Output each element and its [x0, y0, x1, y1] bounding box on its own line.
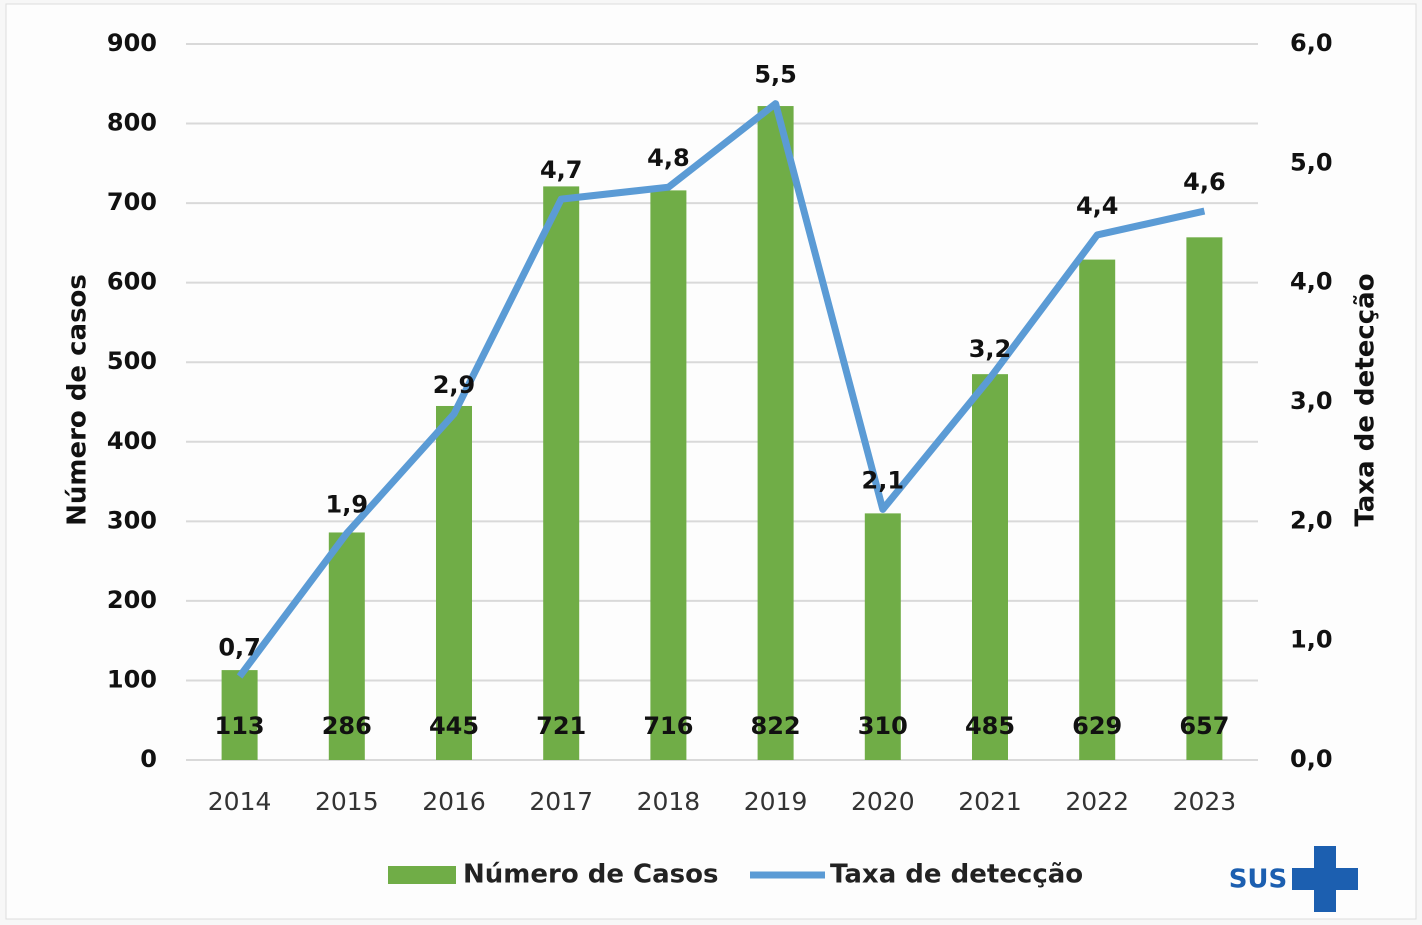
bar	[1186, 237, 1223, 760]
legend-swatch	[388, 866, 456, 884]
bar-value-label: 445	[429, 712, 479, 740]
bar-value-label: 286	[322, 712, 372, 740]
y2-tick-label: 4,0	[1290, 268, 1333, 296]
y2-tick-label: 3,0	[1290, 387, 1333, 415]
y-tick-label: 0	[140, 745, 157, 773]
bar	[972, 374, 1008, 760]
logo-cross	[1292, 868, 1358, 890]
y2-tick-label: 1,0	[1290, 626, 1333, 654]
bar-value-label: 657	[1179, 712, 1229, 740]
line-value-label: 1,9	[326, 490, 369, 518]
bar	[436, 405, 472, 760]
line-value-label: 2,9	[433, 371, 476, 399]
y2-tick-label: 2,0	[1290, 506, 1333, 534]
x-tick-label: 2015	[315, 787, 379, 816]
y2-axis-title: Taxa de detecção	[1351, 273, 1381, 526]
bar	[328, 532, 365, 760]
y2-tick-label: 5,0	[1290, 148, 1333, 176]
bar-value-label: 310	[858, 712, 908, 740]
bar	[864, 513, 901, 760]
y-tick-label: 100	[107, 665, 157, 693]
legend-label: Número de Casos	[463, 860, 718, 890]
x-tick-label: 2022	[1065, 787, 1129, 816]
logo-text: SUS	[1229, 865, 1288, 895]
x-tick-label: 2023	[1173, 787, 1237, 816]
bar	[221, 670, 258, 760]
y-tick-label: 500	[107, 347, 157, 375]
bar-value-label: 716	[643, 712, 693, 740]
y-tick-label: 600	[107, 268, 157, 296]
line-value-label: 3,2	[969, 335, 1012, 363]
x-tick-label: 2017	[529, 787, 593, 816]
y-tick-label: 900	[107, 29, 157, 57]
y2-tick-label: 0,0	[1290, 745, 1333, 773]
bar	[1079, 259, 1116, 760]
bar-value-label: 721	[536, 712, 586, 740]
x-tick-label: 2020	[851, 787, 915, 816]
line-value-label: 0,7	[218, 633, 261, 661]
bar	[650, 190, 687, 761]
x-tick-label: 2016	[422, 787, 486, 816]
sus-logo: SUS	[1229, 846, 1358, 912]
bar-value-label: 113	[215, 712, 265, 740]
y-axis-title: Número de casos	[63, 274, 93, 526]
line-value-label: 4,6	[1183, 168, 1226, 196]
bar	[757, 106, 794, 760]
x-tick-label: 2019	[744, 787, 808, 816]
legend-label: Taxa de detecção	[830, 860, 1083, 890]
y-tick-label: 200	[107, 586, 157, 614]
y2-tick-label: 6,0	[1290, 29, 1333, 57]
line-value-label: 2,1	[862, 466, 905, 494]
y-tick-label: 800	[107, 109, 157, 137]
x-tick-label: 2014	[208, 787, 272, 816]
line	[236, 100, 1206, 679]
y-tick-label: 400	[107, 427, 157, 455]
line-value-label: 4,7	[540, 156, 583, 184]
line-value-label: 5,5	[754, 61, 797, 89]
line-value-label: 4,8	[647, 144, 690, 172]
bar-value-label: 629	[1072, 712, 1122, 740]
bar-value-label: 822	[751, 712, 801, 740]
line-value-label: 4,4	[1076, 192, 1119, 220]
bar	[543, 186, 580, 761]
bar-value-label: 485	[965, 712, 1015, 740]
y-tick-label: 700	[107, 188, 157, 216]
x-tick-label: 2021	[958, 787, 1022, 816]
x-tick-label: 2018	[637, 787, 701, 816]
y-tick-label: 300	[107, 506, 157, 534]
